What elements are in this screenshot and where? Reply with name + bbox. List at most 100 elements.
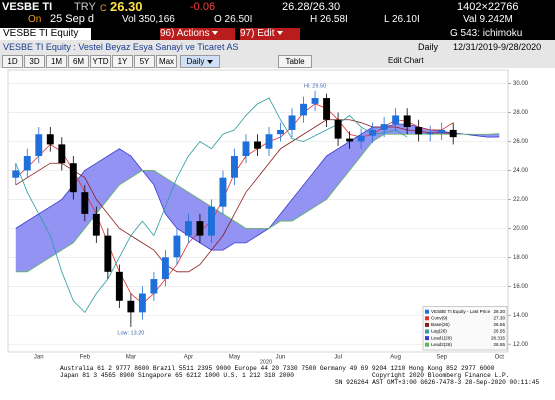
edit-label: Edit (257, 28, 275, 39)
template: G 543: ichimoku (450, 28, 523, 39)
footer-line: Japan 81 3 4565 8900 Singapore 65 6212 1… (60, 372, 294, 379)
range-button[interactable]: 1D (2, 55, 23, 68)
date-range: 12/31/2019-9/28/2020 (453, 42, 542, 52)
y-tick-label: 22.00 (513, 197, 529, 203)
y-tick-label: 30.00 (513, 81, 529, 87)
x-tick-label: Aug (390, 355, 401, 361)
description: VESBE TI Equity : Vestel Beyaz Esya Sana… (3, 42, 239, 52)
y-tick-label: 12.00 (513, 342, 529, 348)
legend-label: Lead1(26) (431, 335, 452, 340)
x-tick-label: Jun (276, 355, 286, 361)
legend-value: 26.30 (494, 309, 506, 314)
candle-body (173, 235, 181, 258)
date-prefix: On (28, 14, 42, 25)
y-tick-label: 24.00 (513, 168, 529, 174)
candle-body (392, 115, 400, 125)
size: 1402×22766 (457, 1, 519, 13)
legend-swatch (425, 342, 429, 347)
edit-menu[interactable]: 97) Edit (240, 28, 300, 40)
edit-chart-button[interactable]: Edit Chart (388, 56, 424, 65)
y-tick-label: 26.00 (513, 139, 529, 145)
range-button[interactable]: 1M (46, 55, 67, 68)
candle-body (46, 134, 54, 145)
candle-body (81, 192, 89, 214)
candle-body (161, 257, 169, 280)
x-axis-label: 2020 (260, 359, 272, 365)
candle-body (92, 213, 100, 236)
range-button[interactable]: 5Y (134, 55, 155, 68)
range-button[interactable]: 6M (68, 55, 89, 68)
legend-box (422, 306, 508, 351)
x-tick-label: Oct (495, 355, 505, 361)
legend-label: VESBE TI Equity - Last Price (431, 309, 491, 314)
candle-body (127, 300, 135, 313)
legend-label: Lead2(26) (431, 342, 452, 347)
candle-body (138, 293, 146, 313)
candle-body (69, 163, 77, 193)
actions-num: 96) (160, 28, 175, 39)
legend-swatch (425, 316, 429, 321)
security-box[interactable]: VESBE TI Equity (0, 28, 91, 40)
candle-body (208, 206, 215, 236)
frequency: Daily (418, 42, 439, 52)
volume: Vol 350,166 (122, 14, 175, 25)
legend-label: Conv(9) (431, 316, 448, 321)
legend-value: 26.55 (494, 322, 506, 327)
candle-body (254, 141, 261, 149)
candle-body (357, 135, 365, 142)
legend-value: 26.315 (491, 335, 505, 340)
x-tick-label: Mar (126, 355, 136, 361)
actions-label: Actions (176, 28, 210, 39)
candle-body (380, 124, 388, 130)
candle-body (403, 115, 411, 128)
date: 25 Sep d (50, 13, 95, 25)
candle-body (12, 170, 20, 178)
candle-body (300, 103, 307, 116)
range-button[interactable]: YTD (90, 55, 111, 68)
candle-body (242, 141, 250, 156)
legend-value: 26.55 (494, 329, 506, 334)
period-select[interactable]: Daily (180, 55, 220, 68)
legend-swatch (425, 329, 429, 334)
period: Daily (186, 57, 205, 66)
currency: TRY (74, 1, 96, 13)
candle-body (150, 279, 158, 294)
ticker: VESBE TI (2, 1, 53, 13)
annotation: Low: 13.20 (117, 330, 144, 336)
range-button[interactable]: 1Y (112, 55, 133, 68)
x-tick-label: Jan (34, 355, 44, 361)
candle-body (58, 144, 66, 164)
table-button[interactable]: Table (278, 55, 312, 68)
range-button[interactable]: 3D (24, 55, 45, 68)
x-tick-label: Sep (436, 355, 447, 361)
y-tick-label: 16.00 (513, 284, 529, 290)
legend-label: Base(26) (431, 322, 450, 327)
legend-swatch (425, 309, 429, 314)
candle-body (369, 129, 377, 136)
footer-line: Copyright 2020 Bloomberg Finance L.P. (372, 372, 510, 379)
indicator-line (15, 119, 454, 273)
y-tick-label: 20.00 (513, 226, 529, 232)
x-tick-label: Jul (334, 355, 342, 361)
candle-body (323, 98, 331, 120)
y-tick-label: 18.00 (513, 255, 529, 261)
range-button[interactable]: Max (156, 55, 177, 68)
candle-body (35, 134, 43, 156)
x-tick-label: May (229, 355, 240, 361)
candle-body (231, 155, 238, 178)
legend-swatch (425, 322, 429, 327)
y-tick-label: 14.00 (513, 313, 529, 319)
last-price: 26.30 (110, 0, 143, 14)
candle-body (288, 115, 296, 130)
candle-body (334, 119, 342, 139)
actions-menu[interactable]: 96) Actions (160, 28, 235, 40)
candle-body (115, 271, 123, 301)
candle-body (415, 127, 423, 135)
candle-body (311, 98, 319, 104)
candle-body (104, 235, 112, 272)
candle-body (265, 134, 273, 149)
footer-line: Australia 61 2 9777 8600 Brazil 5511 239… (60, 365, 495, 372)
value: Val 9.242M (463, 14, 513, 25)
high: H 26.58I (310, 14, 348, 25)
